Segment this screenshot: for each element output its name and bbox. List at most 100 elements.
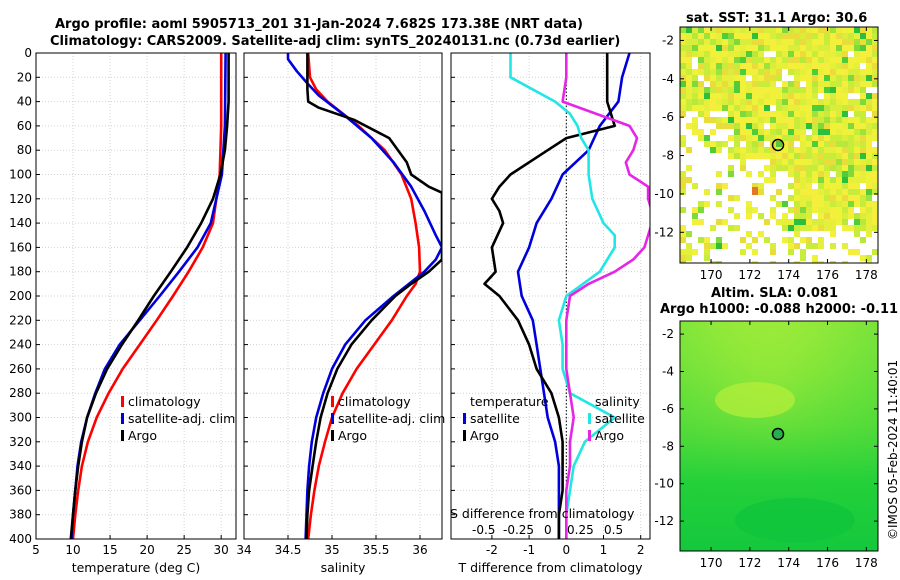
sst-cell bbox=[848, 195, 854, 201]
sst-cell bbox=[680, 207, 686, 213]
sst-cell bbox=[764, 105, 770, 111]
sst-cell bbox=[818, 87, 824, 93]
sst-cell bbox=[752, 51, 758, 57]
sst-cell bbox=[824, 81, 830, 87]
sst-cell bbox=[842, 123, 848, 129]
sst-cell bbox=[854, 153, 860, 159]
sst-cell bbox=[788, 183, 794, 189]
sst-cell bbox=[860, 171, 866, 177]
sst-cell bbox=[740, 69, 746, 75]
sst-cell bbox=[692, 45, 698, 51]
sst-cell bbox=[794, 135, 800, 141]
sst-cell bbox=[812, 219, 818, 225]
sst-argo-marker bbox=[771, 138, 785, 152]
x-tick-label: 10 bbox=[65, 543, 80, 557]
sst-cell bbox=[710, 147, 716, 153]
s-tick-label: 0 bbox=[544, 523, 552, 537]
sst-cell bbox=[698, 57, 704, 63]
sst-cell bbox=[722, 105, 728, 111]
sst-cell bbox=[716, 141, 722, 147]
sst-cell bbox=[704, 141, 710, 147]
sst-cell bbox=[692, 117, 698, 123]
sst-cell bbox=[734, 213, 740, 219]
sst-cell bbox=[800, 63, 806, 69]
sst-cell bbox=[710, 87, 716, 93]
sst-cell bbox=[824, 111, 830, 117]
sst-cell bbox=[848, 69, 854, 75]
sst-cell bbox=[686, 123, 692, 129]
sst-cell bbox=[788, 33, 794, 39]
sst-cell bbox=[740, 147, 746, 153]
sst-cell bbox=[740, 57, 746, 63]
sst-cell bbox=[824, 63, 830, 69]
sst-cell bbox=[854, 33, 860, 39]
sst-cell bbox=[752, 237, 758, 243]
sst-cell bbox=[758, 183, 764, 189]
sst-cell bbox=[836, 189, 842, 195]
sst-cell bbox=[806, 141, 812, 147]
sst-cell bbox=[866, 213, 872, 219]
sst-cell bbox=[698, 201, 704, 207]
sst-cell bbox=[836, 201, 842, 207]
sst-cell bbox=[866, 93, 872, 99]
sst-cell bbox=[692, 183, 698, 189]
sst-cell bbox=[722, 81, 728, 87]
sst-cell bbox=[752, 249, 758, 255]
sst-cell bbox=[854, 45, 860, 51]
sst-cell bbox=[686, 231, 692, 237]
sst-cell bbox=[812, 261, 818, 263]
sst-cell bbox=[722, 117, 728, 123]
sst-cell bbox=[812, 177, 818, 183]
sst-cell bbox=[788, 63, 794, 69]
legend-swatch-satellite bbox=[121, 413, 124, 424]
sst-cell bbox=[800, 237, 806, 243]
sst-cell bbox=[836, 69, 842, 75]
sst-cell bbox=[818, 111, 824, 117]
sst-cell bbox=[860, 81, 866, 87]
sst-cell bbox=[848, 189, 854, 195]
sst-cell bbox=[806, 75, 812, 81]
x-tick-label: 34 bbox=[236, 543, 251, 557]
sst-cell bbox=[740, 63, 746, 69]
sst-cell bbox=[830, 159, 836, 165]
sst-cell bbox=[710, 117, 716, 123]
sst-cell bbox=[692, 33, 698, 39]
sst-cell bbox=[848, 147, 854, 153]
sst-cell bbox=[818, 243, 824, 249]
sst-cell bbox=[734, 195, 740, 201]
sst-cell bbox=[866, 189, 872, 195]
sst-cell bbox=[836, 27, 842, 33]
sst-cell bbox=[812, 105, 818, 111]
sst-cell bbox=[830, 243, 836, 249]
sst-cell bbox=[782, 87, 788, 93]
sst-cell bbox=[806, 165, 812, 171]
sst-cell bbox=[818, 195, 824, 201]
sst-cell bbox=[848, 117, 854, 123]
sst-cell bbox=[680, 171, 686, 177]
sst-cell bbox=[764, 75, 770, 81]
sst-cell bbox=[842, 93, 848, 99]
sst-cell bbox=[800, 207, 806, 213]
sst-cell bbox=[698, 111, 704, 117]
sst-cell bbox=[806, 105, 812, 111]
sst-cell bbox=[800, 165, 806, 171]
sst-cell bbox=[854, 159, 860, 165]
sst-cell bbox=[776, 111, 782, 117]
sst-cell bbox=[818, 129, 824, 135]
sst-cell bbox=[830, 39, 836, 45]
sst-cell bbox=[872, 105, 878, 111]
sst-cell bbox=[812, 243, 818, 249]
sst-cell bbox=[770, 87, 776, 93]
sst-cell bbox=[872, 39, 878, 45]
sst-cell bbox=[860, 147, 866, 153]
sst-cell bbox=[716, 39, 722, 45]
sst-cell bbox=[740, 45, 746, 51]
sst-cell bbox=[794, 243, 800, 249]
sst-cell bbox=[860, 111, 866, 117]
sst-cell bbox=[722, 33, 728, 39]
sst-cell bbox=[722, 63, 728, 69]
sst-cell bbox=[722, 39, 728, 45]
sst-cell bbox=[848, 33, 854, 39]
sst-cell bbox=[842, 45, 848, 51]
sst-cell bbox=[788, 159, 794, 165]
